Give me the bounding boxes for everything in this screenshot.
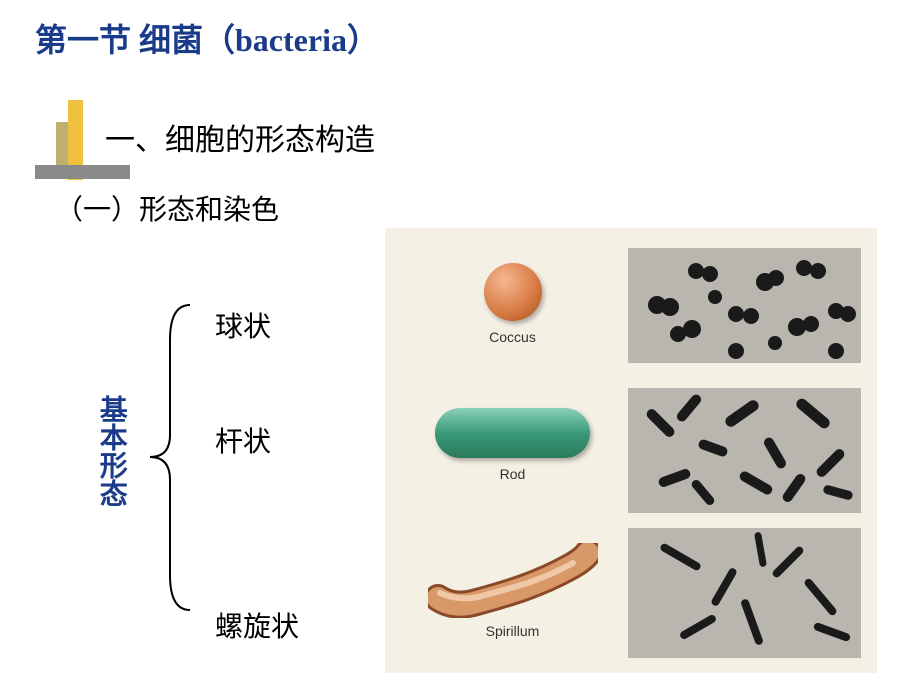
rod-en-label: Rod bbox=[415, 466, 610, 482]
section-title: 一、细胞的形态构造 bbox=[105, 115, 375, 159]
shape-label-spirillum: 螺旋状 bbox=[215, 605, 299, 645]
brace-bracket bbox=[140, 300, 200, 615]
sub-section-title: （一）形态和染色 bbox=[55, 188, 279, 228]
coccus-micrograph bbox=[628, 248, 861, 363]
rod-micrograph bbox=[628, 388, 861, 513]
bacteria-diagram: Coccus Rod Spirillum bbox=[385, 228, 877, 673]
coccus-illustration: Coccus bbox=[415, 248, 610, 373]
spirillum-illustration: Spirillum bbox=[415, 528, 610, 658]
coccus-en-label: Coccus bbox=[415, 329, 610, 345]
rod-illustration: Rod bbox=[415, 388, 610, 513]
spirillum-micrograph bbox=[628, 528, 861, 658]
rod-shape-icon bbox=[435, 408, 590, 458]
spirillum-shape-icon bbox=[428, 543, 598, 618]
shape-label-coccus: 球状 bbox=[215, 305, 271, 345]
shape-label-rod: 杆状 bbox=[215, 420, 271, 460]
coccus-shape-icon bbox=[484, 263, 542, 321]
spirillum-en-label: Spirillum bbox=[415, 623, 610, 639]
page-title: 第一节 细菌（bacteria） bbox=[35, 15, 379, 61]
vertical-category-label: 基本形态 bbox=[95, 395, 126, 507]
